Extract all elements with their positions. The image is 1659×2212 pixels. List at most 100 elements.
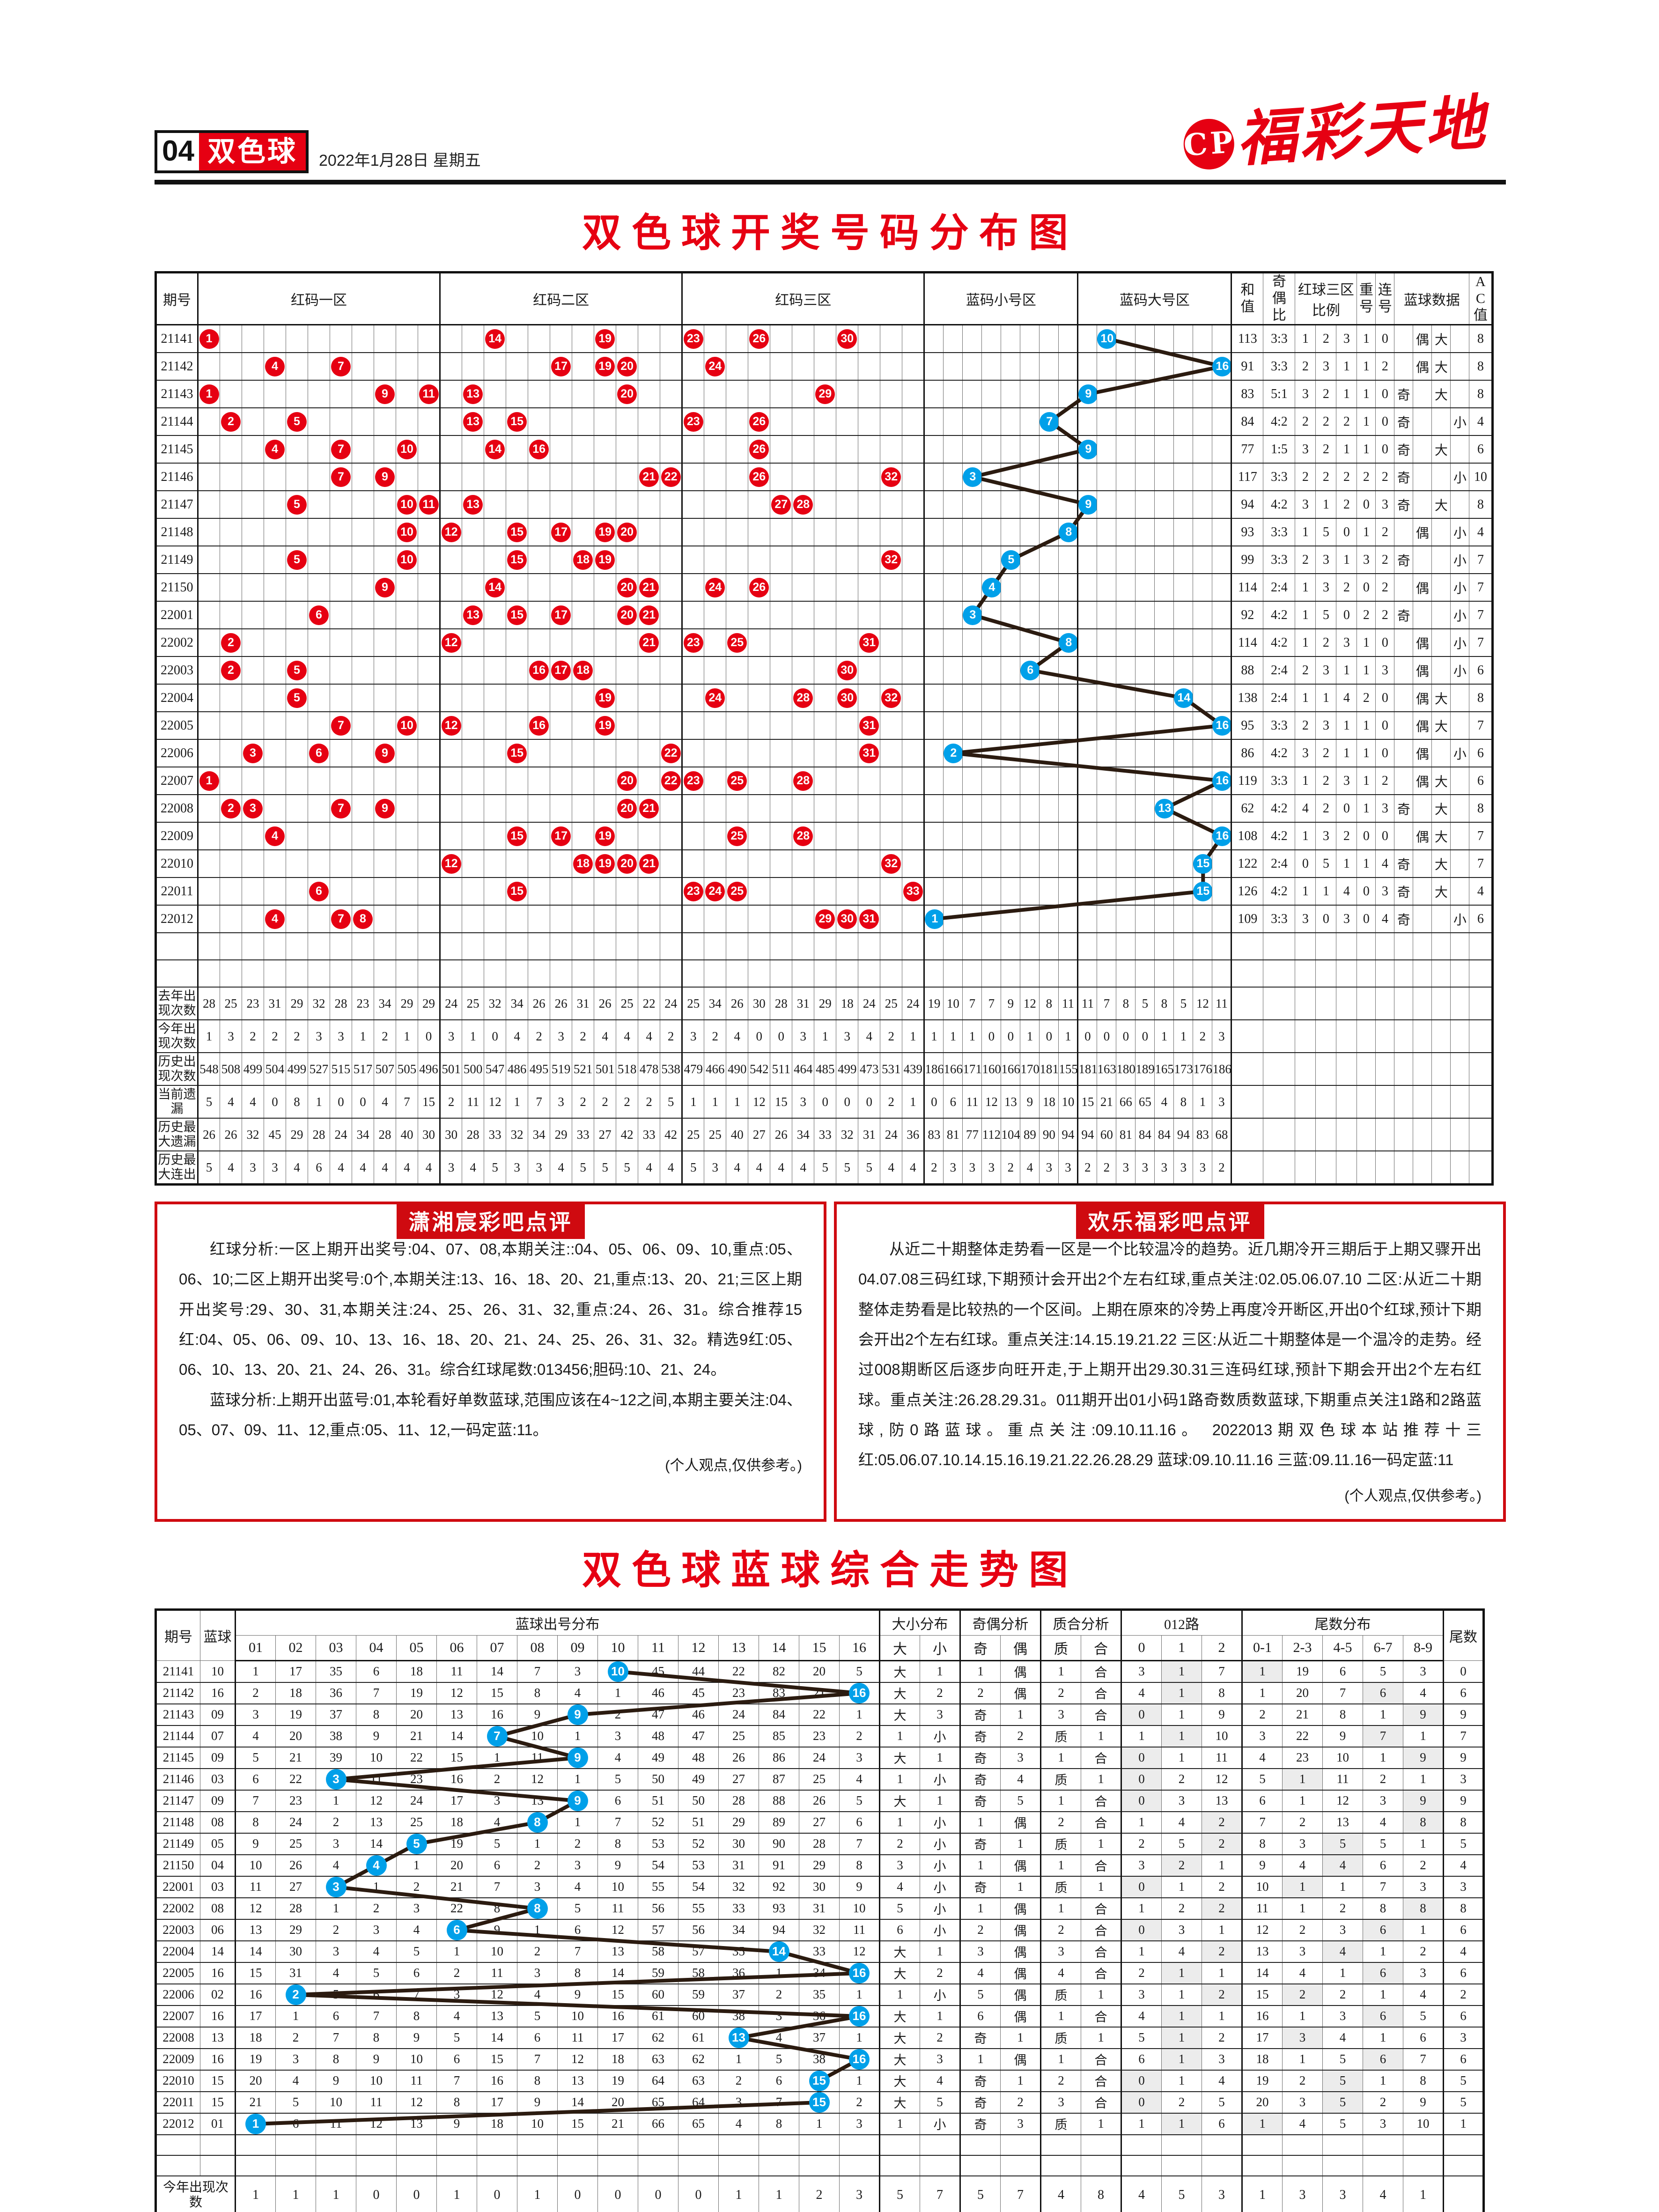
stat-value-cell: 0: [396, 2175, 437, 2212]
red-ball: 20: [617, 854, 637, 874]
stat-value-cell: 34: [374, 987, 396, 1020]
tail-group-cell: 5: [1241, 1768, 1283, 1791]
red-grid-cell: 32: [880, 546, 903, 574]
stat-value-cell: 8: [286, 1085, 308, 1119]
blue-even-cell: 偶: [1413, 684, 1432, 712]
blue-even-cell: 偶: [1413, 573, 1432, 602]
blue-grid-cell: [1135, 711, 1155, 740]
blue-grid-cell: [1154, 463, 1174, 491]
even-cell: 偶: [1000, 1919, 1041, 1941]
blue-grid-cell: [962, 905, 982, 933]
miss-cell: 38: [799, 2048, 840, 2071]
blue-grid-cell: 16: [1212, 352, 1232, 381]
blue-number-cell: 05: [200, 1833, 236, 1855]
odd-even-cell: 4:2: [1263, 407, 1296, 436]
miss-cell: 49: [638, 1747, 678, 1769]
red-grid-cell: [681, 352, 705, 381]
zone-ratio-cell: 2: [1315, 463, 1337, 491]
red-grid-cell: [220, 380, 242, 408]
stat-value-cell: 511: [770, 1052, 793, 1086]
miss-cell: 5: [316, 1983, 356, 2006]
tail-group-cell: 3: [1282, 2027, 1323, 2049]
blue-ball: 14: [1174, 688, 1193, 708]
blue-grid-cell: 15: [1193, 877, 1213, 906]
col-consecutive: 连号: [1375, 272, 1395, 325]
blue-grid-cell: [1077, 822, 1098, 850]
even-cell: 3: [1000, 2113, 1041, 2135]
blue-grid-cell: [1001, 794, 1021, 823]
red-grid-cell: [880, 407, 903, 436]
red-grid-cell: [660, 628, 683, 657]
blue-grid-cell: [1039, 684, 1059, 712]
red-grid-cell: 11: [417, 380, 441, 408]
red-ball: 26: [749, 577, 769, 597]
stat-value-cell: 2: [1097, 1150, 1117, 1185]
grid-cell: [1450, 1052, 1470, 1086]
red-grid-cell: 12: [439, 628, 463, 657]
red-grid-cell: [286, 739, 308, 767]
grid-cell: [959, 2155, 1001, 2176]
grid-cell: [1375, 1150, 1395, 1185]
size-big-cell: 1: [879, 2113, 920, 2135]
miss-cell: 1: [316, 1897, 356, 1920]
red-grid-cell: [439, 380, 463, 408]
red-grid-cell: [572, 711, 595, 740]
red-grid-cell: [858, 518, 881, 546]
red-grid-cell: [748, 352, 771, 381]
stat-value-cell: 3: [1058, 1150, 1078, 1185]
blue-big-cell: [1431, 628, 1451, 657]
even-cell: 偶: [1000, 1940, 1041, 1963]
blue-odd-cell: 奇: [1394, 794, 1414, 823]
blue-odd-cell: [1394, 822, 1414, 850]
blue-grid-cell: [1039, 656, 1059, 685]
blue-grid-cell: 4: [981, 573, 1002, 602]
red-grid-cell: [528, 490, 551, 519]
blue-grid-cell: [1135, 877, 1155, 906]
grid-cell: [770, 932, 793, 960]
grid-cell: [943, 932, 963, 960]
miss-cell: 55: [638, 1876, 678, 1898]
grid-cell: [1336, 1085, 1357, 1119]
blue-number-cell: 09: [200, 1790, 236, 1812]
red-grid-cell: [792, 849, 815, 878]
red-grid-cell: [836, 573, 859, 602]
grid-cell: [770, 959, 793, 988]
stat-value-cell: 32: [836, 1118, 859, 1151]
tail-group-cell: 4: [1241, 1747, 1283, 1769]
col-blue-data: 蓝球数据: [1394, 272, 1470, 325]
miss-cell: 3: [436, 1983, 477, 2006]
miss-cell: 8: [356, 1703, 397, 1726]
grid-cell: [1413, 1150, 1432, 1185]
even-cell: 偶: [1000, 1660, 1041, 1683]
red-grid-cell: [814, 767, 837, 795]
size-small-cell: 2: [920, 1962, 960, 1984]
tail-group-cell: 3: [1402, 1962, 1444, 1984]
red-ball: 22: [661, 467, 681, 487]
red-grid-cell: [858, 822, 881, 850]
red-grid-cell: [220, 877, 242, 906]
red-grid-cell: [902, 573, 925, 602]
grid-cell: [1020, 959, 1040, 988]
red-ball: 20: [617, 356, 637, 376]
miss-cell: 16: [597, 2005, 638, 2028]
stat-value-cell: 9: [1001, 987, 1021, 1020]
red-grid-cell: [396, 324, 418, 353]
blue-grid-cell: [981, 794, 1002, 823]
miss-cell: 51: [638, 1790, 678, 1812]
red-grid-cell: [836, 546, 859, 574]
blue-grid-cell: [1135, 794, 1155, 823]
stat-value-cell: 466: [704, 1052, 727, 1086]
red-grid-cell: 19: [594, 546, 617, 574]
tail-group-cell: 9: [1402, 1747, 1444, 1769]
grid-cell: [814, 959, 837, 988]
red-grid-cell: [352, 628, 374, 657]
miss-cell: 15: [799, 2070, 840, 2092]
grid-cell: [1020, 932, 1040, 960]
grid-cell: [1097, 959, 1117, 988]
miss-cell: 57: [638, 1919, 678, 1941]
stat-value-cell: 15: [1077, 1085, 1098, 1119]
stat-value-cell: 26: [550, 987, 573, 1020]
red-grid-cell: [264, 601, 286, 629]
red-grid-cell: [264, 711, 286, 740]
red-grid-cell: [396, 380, 418, 408]
